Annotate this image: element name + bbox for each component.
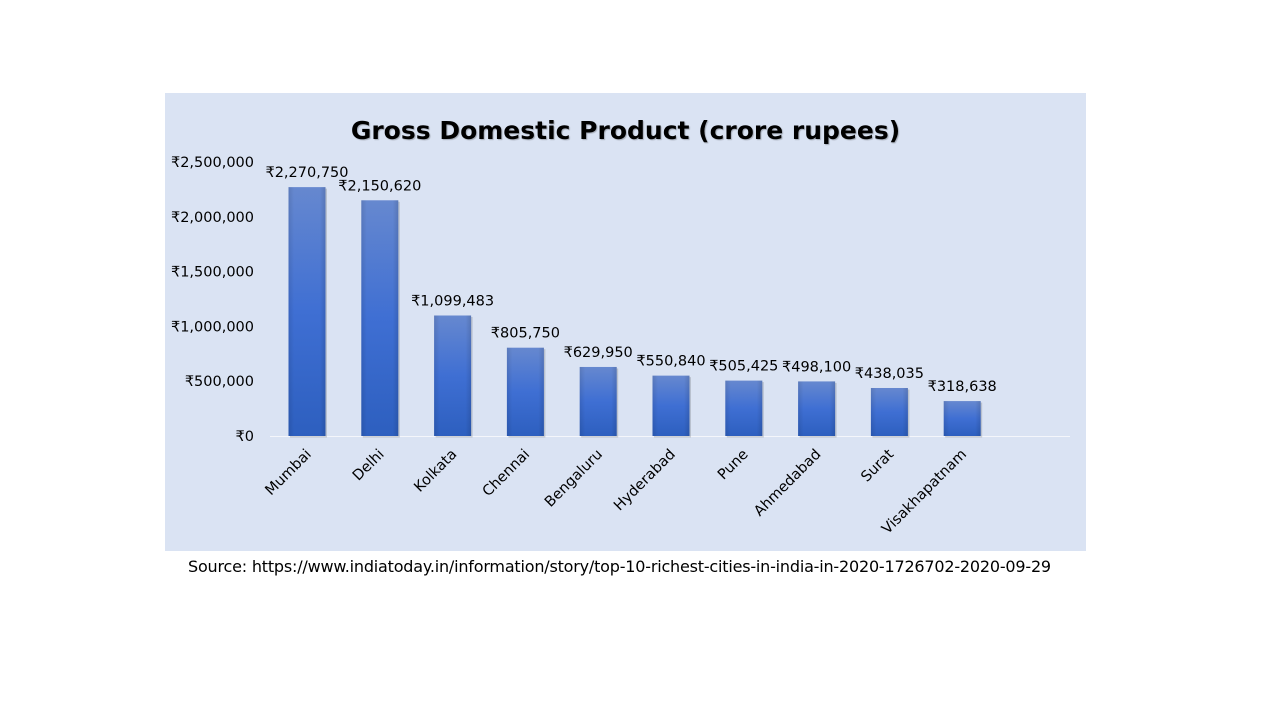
data-label: ₹1,099,483 (411, 293, 494, 309)
x-tick-label: Hyderabad (611, 447, 679, 515)
bar-mumbai (288, 187, 327, 438)
data-label: ₹2,150,620 (338, 178, 421, 194)
source-text: Source: https://www.indiatoday.in/inform… (188, 557, 1051, 576)
bar-shade (579, 366, 617, 436)
data-label: ₹805,750 (491, 326, 560, 342)
bar-delhi (361, 200, 400, 438)
bar-bengaluru (579, 366, 619, 438)
data-label: ₹318,638 (928, 379, 997, 395)
y-tick-label: ₹1,000,000 (171, 319, 254, 335)
x-tick-label: Ahmedabad (751, 447, 824, 520)
bar-kolkata (434, 315, 473, 438)
chart-panel: ₹0 ₹500,000 ₹1,000,000 ₹1,500,000 ₹2,000,000… (165, 93, 1086, 551)
data-label: ₹2,270,750 (265, 165, 348, 181)
bar-shade (943, 401, 981, 436)
bar-pune (725, 380, 764, 438)
bar-shade (434, 315, 472, 436)
bar-shade (361, 200, 399, 436)
y-tick-label: ₹1,500,000 (171, 265, 254, 281)
bar-shade (652, 375, 690, 436)
x-tick-label: Chennai (480, 447, 533, 500)
x-tick-label: Pune (715, 446, 752, 483)
bar-chennai (506, 347, 546, 438)
x-tick-label: Delhi (350, 447, 388, 485)
data-label: ₹550,840 (636, 354, 705, 370)
bar-shade (506, 347, 544, 436)
y-tick-label: ₹2,000,000 (171, 210, 254, 226)
y-tick-label: ₹2,500,000 (171, 155, 254, 171)
bar-ahmedabad (798, 381, 837, 438)
x-tick-label: Mumbai (263, 447, 315, 499)
data-label: ₹505,425 (709, 359, 778, 375)
bar-surat (870, 387, 910, 438)
x-axis: Mumbai Delhi Kolkata Chennai Bengaluru Hydera… (263, 446, 970, 537)
y-tick-label: ₹0 (236, 429, 254, 445)
data-label: ₹438,035 (855, 366, 924, 382)
bar-chart: ₹0 ₹500,000 ₹1,000,000 ₹1,500,000 ₹2,000,000… (171, 155, 1070, 537)
data-label: ₹498,100 (782, 359, 851, 375)
x-tick-label: Kolkata (411, 447, 460, 496)
bar-shade (288, 187, 326, 436)
y-tick-label: ₹500,000 (185, 374, 254, 390)
data-labels: ₹2,270,750₹2,150,620 ₹1,099,483 ₹805,750₹6… (265, 165, 996, 395)
bar-visakhapatnam (943, 401, 983, 438)
x-tick-label: Surat (858, 446, 897, 485)
data-label: ₹629,950 (564, 345, 633, 361)
bars (288, 187, 983, 438)
bar-shade (870, 387, 908, 436)
chart-title: Gross Domestic Product (crore rupees) (350, 116, 901, 145)
y-axis: ₹0 ₹500,000 ₹1,000,000 ₹1,500,000 ₹2,000,000… (171, 155, 254, 445)
bar-shade (798, 381, 836, 436)
x-tick-label: Bengaluru (542, 447, 606, 511)
bar-shade (725, 380, 763, 436)
bar-hyderabad (652, 375, 691, 438)
